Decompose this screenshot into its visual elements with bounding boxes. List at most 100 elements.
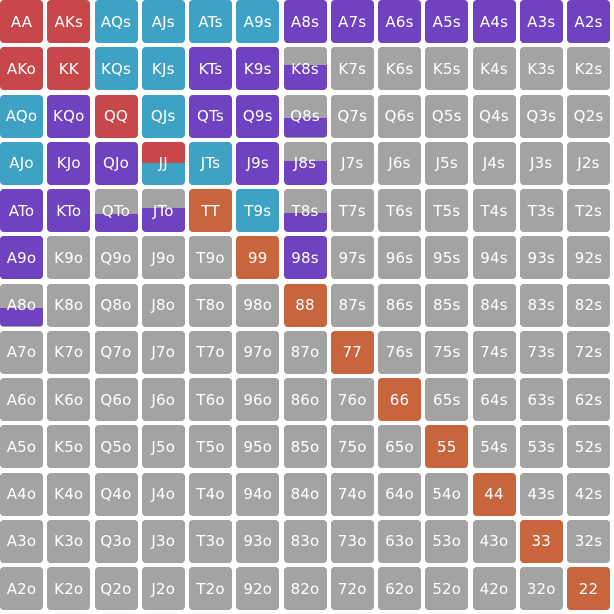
hand-cell-83o[interactable]: 83o: [283, 519, 327, 563]
hand-cell-63o[interactable]: 63o: [378, 519, 421, 563]
hand-cell-53o[interactable]: 53o: [425, 519, 469, 563]
hand-cell-J7o[interactable]: J7o: [141, 330, 185, 374]
hand-cell-J9o[interactable]: J9o: [141, 236, 185, 280]
hand-cell-A6o[interactable]: A6o: [0, 378, 43, 421]
hand-cell-TT[interactable]: TT: [189, 189, 232, 232]
hand-cell-Q8s[interactable]: Q8s: [283, 94, 327, 138]
hand-cell-A8o[interactable]: A8o: [0, 283, 43, 327]
hand-cell-K3s[interactable]: K3s: [519, 47, 563, 91]
hand-cell-85o[interactable]: 85o: [283, 425, 327, 469]
hand-cell-J7s[interactable]: J7s: [330, 141, 374, 185]
hand-cell-QTs[interactable]: QTs: [189, 94, 232, 138]
hand-cell-AQs[interactable]: AQs: [94, 0, 138, 43]
hand-cell-72o[interactable]: 72o: [330, 567, 374, 610]
hand-cell-99[interactable]: 99: [236, 236, 280, 280]
hand-cell-73o[interactable]: 73o: [330, 519, 374, 563]
hand-cell-52o[interactable]: 52o: [425, 567, 469, 610]
hand-cell-T8o[interactable]: T8o: [189, 283, 232, 327]
hand-cell-T2o[interactable]: T2o: [189, 567, 232, 610]
hand-cell-K5s[interactable]: K5s: [425, 47, 469, 91]
hand-cell-K8o[interactable]: K8o: [47, 283, 91, 327]
hand-cell-98s[interactable]: 98s: [283, 236, 327, 280]
hand-cell-87s[interactable]: 87s: [330, 283, 374, 327]
hand-cell-KK[interactable]: KK: [47, 47, 91, 91]
hand-cell-JTo[interactable]: JTo: [141, 189, 185, 232]
hand-cell-74s[interactable]: 74s: [472, 330, 516, 374]
hand-cell-KQo[interactable]: KQo: [47, 94, 91, 138]
hand-cell-22[interactable]: 22: [567, 567, 610, 610]
hand-cell-65s[interactable]: 65s: [425, 378, 469, 421]
hand-cell-Q8o[interactable]: Q8o: [94, 283, 138, 327]
hand-cell-82o[interactable]: 82o: [283, 567, 327, 610]
hand-cell-T7s[interactable]: T7s: [330, 189, 374, 232]
hand-cell-82s[interactable]: 82s: [567, 283, 610, 327]
hand-cell-Q3o[interactable]: Q3o: [94, 519, 138, 563]
hand-cell-T5o[interactable]: T5o: [189, 425, 232, 469]
hand-cell-54o[interactable]: 54o: [425, 472, 469, 516]
hand-cell-J4s[interactable]: J4s: [472, 141, 516, 185]
hand-cell-J3o[interactable]: J3o: [141, 519, 185, 563]
hand-cell-92s[interactable]: 92s: [567, 236, 610, 280]
hand-cell-K8s[interactable]: K8s: [283, 47, 327, 91]
hand-cell-K2s[interactable]: K2s: [567, 47, 610, 91]
hand-cell-77[interactable]: 77: [330, 330, 374, 374]
hand-cell-Q5o[interactable]: Q5o: [94, 425, 138, 469]
hand-cell-T3s[interactable]: T3s: [519, 189, 563, 232]
hand-cell-64s[interactable]: 64s: [472, 378, 516, 421]
hand-cell-AKo[interactable]: AKo: [0, 47, 43, 91]
hand-cell-Q4o[interactable]: Q4o: [94, 472, 138, 516]
hand-cell-T8s[interactable]: T8s: [283, 189, 327, 232]
hand-cell-94o[interactable]: 94o: [236, 472, 280, 516]
hand-cell-J8s[interactable]: J8s: [283, 141, 327, 185]
hand-cell-K9o[interactable]: K9o: [47, 236, 91, 280]
hand-cell-JTs[interactable]: JTs: [189, 141, 232, 185]
hand-cell-T5s[interactable]: T5s: [425, 189, 469, 232]
hand-cell-J6o[interactable]: J6o: [141, 378, 185, 421]
hand-cell-QTo[interactable]: QTo: [94, 189, 138, 232]
hand-cell-43o[interactable]: 43o: [472, 519, 516, 563]
hand-cell-Q2s[interactable]: Q2s: [567, 94, 610, 138]
hand-cell-64o[interactable]: 64o: [378, 472, 421, 516]
hand-cell-J9s[interactable]: J9s: [236, 141, 280, 185]
hand-cell-62s[interactable]: 62s: [567, 378, 610, 421]
hand-cell-Q3s[interactable]: Q3s: [519, 94, 563, 138]
hand-cell-A9o[interactable]: A9o: [0, 236, 43, 280]
hand-cell-Q7s[interactable]: Q7s: [330, 94, 374, 138]
hand-cell-T9s[interactable]: T9s: [236, 189, 280, 232]
hand-cell-75o[interactable]: 75o: [330, 425, 374, 469]
hand-cell-54s[interactable]: 54s: [472, 425, 516, 469]
hand-cell-Q9o[interactable]: Q9o: [94, 236, 138, 280]
hand-cell-84o[interactable]: 84o: [283, 472, 327, 516]
hand-cell-K3o[interactable]: K3o: [47, 519, 91, 563]
hand-cell-AJo[interactable]: AJo: [0, 141, 43, 185]
hand-cell-72s[interactable]: 72s: [567, 330, 610, 374]
hand-cell-J4o[interactable]: J4o: [141, 472, 185, 516]
hand-cell-KQs[interactable]: KQs: [94, 47, 138, 91]
hand-cell-95o[interactable]: 95o: [236, 425, 280, 469]
hand-cell-55[interactable]: 55: [425, 425, 469, 469]
hand-cell-T7o[interactable]: T7o: [189, 330, 232, 374]
hand-cell-84s[interactable]: 84s: [472, 283, 516, 327]
hand-cell-A7s[interactable]: A7s: [330, 0, 374, 43]
hand-cell-T9o[interactable]: T9o: [189, 236, 232, 280]
hand-cell-43s[interactable]: 43s: [519, 472, 563, 516]
hand-cell-97o[interactable]: 97o: [236, 330, 280, 374]
hand-cell-A5o[interactable]: A5o: [0, 425, 43, 469]
hand-cell-A4s[interactable]: A4s: [472, 0, 516, 43]
hand-cell-52s[interactable]: 52s: [567, 425, 610, 469]
hand-cell-J8o[interactable]: J8o: [141, 283, 185, 327]
hand-cell-KTo[interactable]: KTo: [47, 189, 91, 232]
hand-cell-J2s[interactable]: J2s: [567, 141, 610, 185]
hand-cell-J5s[interactable]: J5s: [425, 141, 469, 185]
hand-cell-K9s[interactable]: K9s: [236, 47, 280, 91]
hand-cell-Q7o[interactable]: Q7o: [94, 330, 138, 374]
hand-cell-A3s[interactable]: A3s: [519, 0, 563, 43]
hand-cell-94s[interactable]: 94s: [472, 236, 516, 280]
hand-cell-A8s[interactable]: A8s: [283, 0, 327, 43]
hand-cell-AJs[interactable]: AJs: [141, 0, 185, 43]
hand-cell-A6s[interactable]: A6s: [378, 0, 421, 43]
hand-cell-QJo[interactable]: QJo: [94, 141, 138, 185]
hand-cell-93o[interactable]: 93o: [236, 519, 280, 563]
hand-cell-63s[interactable]: 63s: [519, 378, 563, 421]
hand-cell-86s[interactable]: 86s: [378, 283, 421, 327]
